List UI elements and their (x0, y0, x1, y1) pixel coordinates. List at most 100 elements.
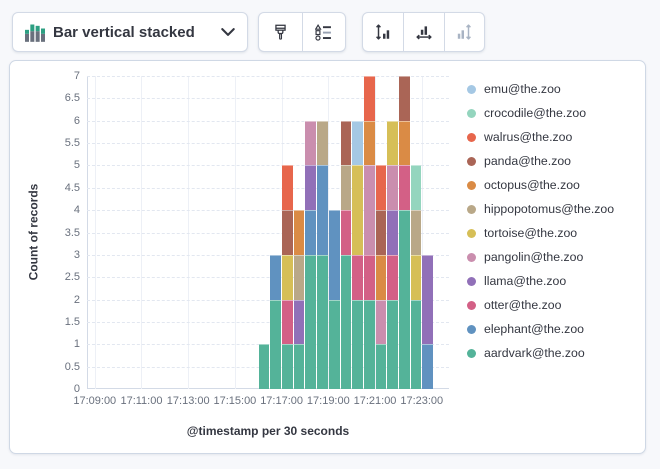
bar-segment[interactable] (375, 299, 387, 345)
bar-segment[interactable] (352, 254, 363, 300)
bar-segment[interactable] (375, 344, 387, 389)
horizontal-gridline (87, 187, 449, 189)
bar-segment[interactable] (270, 299, 282, 389)
legend-swatch (467, 156, 476, 166)
bar-segment[interactable] (363, 120, 375, 166)
legend-item[interactable]: panda@the.zoo (467, 149, 639, 173)
bar-segment[interactable] (305, 254, 317, 389)
legend-item[interactable]: tortoise@the.zoo (467, 221, 639, 245)
bar-segment[interactable] (328, 299, 340, 389)
brush-icon (275, 24, 286, 40)
bar-segment[interactable] (282, 165, 293, 211)
chevron-down-icon (221, 28, 235, 36)
x-axis-title: @timestamp per 30 seconds (186, 424, 350, 438)
legend-label: elephant@the.zoo (484, 322, 585, 336)
y-tick-label: 0.5 (64, 360, 80, 373)
bar-segment[interactable] (410, 299, 422, 389)
bar-segment[interactable] (363, 254, 375, 300)
plot-area (87, 76, 449, 389)
bar-segment[interactable] (363, 165, 375, 255)
bar-segment[interactable] (270, 254, 282, 300)
bar-segment[interactable] (305, 120, 317, 166)
bar-segment[interactable] (293, 254, 305, 300)
bar-segment[interactable] (375, 254, 387, 300)
bar-segment[interactable] (387, 254, 398, 300)
bar-segment[interactable] (363, 76, 375, 121)
legend-label: pangolin@the.zoo (484, 250, 584, 264)
bar-segment[interactable] (282, 299, 293, 345)
y-tick-label: 4.5 (64, 181, 80, 194)
legend-swatch (467, 84, 476, 94)
legend-item[interactable]: elephant@the.zoo (467, 317, 639, 341)
legend-item[interactable]: crocodile@the.zoo (467, 101, 639, 125)
legend-swatch (467, 252, 476, 262)
chart-type-dropdown[interactable]: Bar vertical stacked (12, 12, 248, 52)
legend-item[interactable]: aardvark@the.zoo (467, 341, 639, 365)
bar-segment[interactable] (340, 254, 352, 389)
bar-segment[interactable] (317, 165, 328, 255)
bar-segment[interactable] (293, 299, 305, 345)
legend-label: panda@the.zoo (484, 154, 572, 168)
bar-segment[interactable] (258, 344, 270, 389)
bar-segment[interactable] (305, 210, 317, 255)
bar-segment[interactable] (317, 254, 328, 389)
y-tick-label: 6 (73, 114, 80, 127)
horizontal-gridline (87, 210, 449, 212)
bar-segment[interactable] (387, 165, 398, 211)
legend-label: octopus@the.zoo (484, 178, 580, 192)
bar-segment[interactable] (328, 210, 340, 300)
bar-segment[interactable] (282, 344, 293, 389)
bar-segment[interactable] (387, 299, 398, 389)
bar-segment[interactable] (422, 254, 433, 345)
bar-segment[interactable] (305, 165, 317, 211)
bar-segment[interactable] (282, 254, 293, 300)
bar-segment[interactable] (352, 165, 363, 255)
chart-panel: Count of records @timestamp per 30 secon… (9, 60, 646, 454)
visual-options-button[interactable] (259, 13, 302, 51)
bar-segment[interactable] (352, 120, 363, 166)
legend-item[interactable]: llama@the.zoo (467, 269, 639, 293)
right-axis-button[interactable] (443, 13, 484, 51)
bar-segment[interactable] (410, 254, 422, 300)
bar-segment[interactable] (293, 210, 305, 255)
bar-vertical-stacked-icon (25, 24, 45, 42)
bar-segment[interactable] (398, 210, 410, 389)
legend-button[interactable] (301, 13, 345, 51)
bar-segment[interactable] (282, 210, 293, 255)
bar-segment[interactable] (340, 165, 352, 211)
bar-segment[interactable] (293, 344, 305, 389)
legend-item[interactable]: hippopotomus@the.zoo (467, 197, 639, 221)
bar-segment[interactable] (398, 120, 410, 166)
legend-item[interactable]: emu@the.zoo (467, 77, 639, 101)
x-tick-label: 17:17:00 (260, 395, 304, 407)
bar-segment[interactable] (387, 120, 398, 166)
chart-type-label: Bar vertical stacked (53, 23, 195, 41)
bar-segment[interactable] (340, 210, 352, 255)
bar-segment[interactable] (352, 299, 363, 389)
left-axis-button[interactable] (363, 13, 403, 51)
x-tick-label: 17:15:00 (213, 395, 257, 407)
bar-segment[interactable] (410, 210, 422, 255)
bar-segment[interactable] (398, 165, 410, 211)
bar-segment[interactable] (398, 76, 410, 121)
bar-segment[interactable] (387, 210, 398, 255)
horizontal-gridline (87, 76, 449, 77)
bar-segment[interactable] (422, 344, 433, 389)
y-tick-label: 4 (73, 204, 80, 217)
bar-segment[interactable] (317, 120, 328, 166)
bottom-axis-button[interactable] (403, 13, 443, 51)
bar-segment[interactable] (410, 165, 422, 211)
legend-item[interactable]: pangolin@the.zoo (467, 245, 639, 269)
bar-segment[interactable] (375, 165, 387, 211)
y-tick-label: 6.5 (64, 92, 80, 105)
legend-item[interactable]: walrus@the.zoo (467, 125, 639, 149)
legend-item[interactable]: octopus@the.zoo (467, 173, 639, 197)
legend-item[interactable]: otter@the.zoo (467, 293, 639, 317)
bar-segment[interactable] (363, 299, 375, 389)
legend-swatch (467, 348, 476, 358)
bar-segment[interactable] (340, 120, 352, 166)
bar-segment[interactable] (375, 210, 387, 255)
y-tick-label: 2 (73, 293, 80, 306)
legend-label: llama@the.zoo (484, 274, 567, 288)
